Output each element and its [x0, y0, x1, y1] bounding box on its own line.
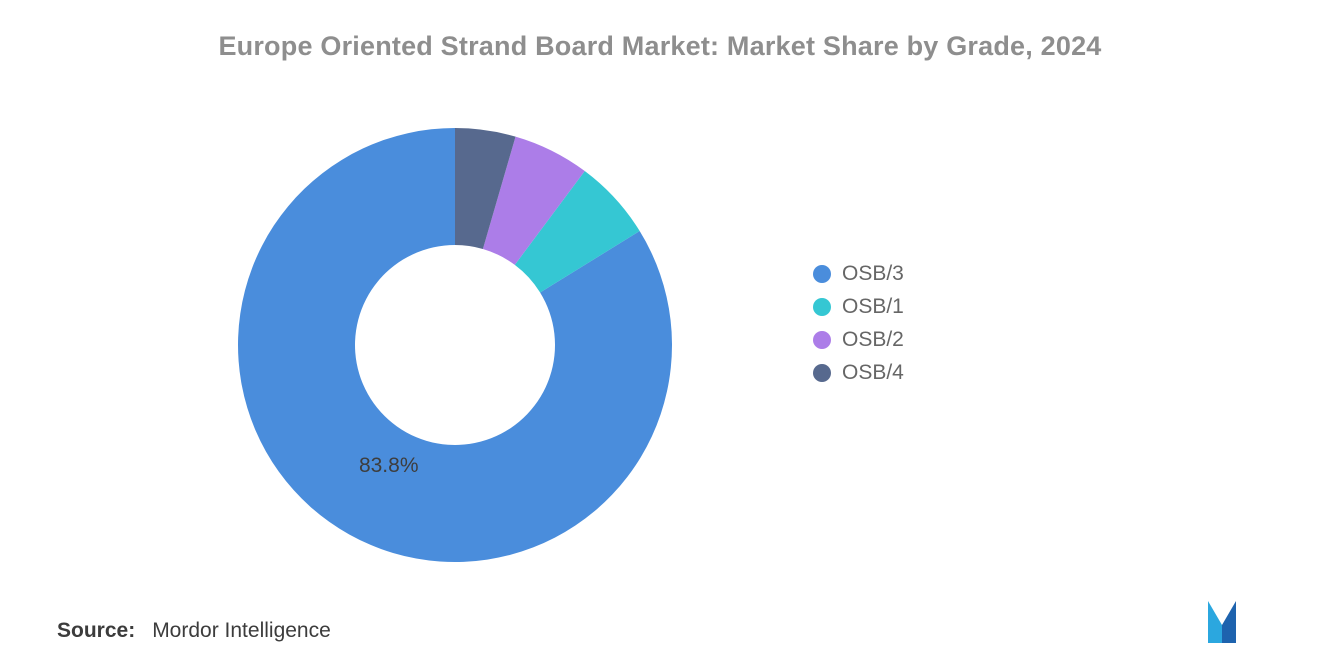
legend-item-osb1: OSB/1 — [813, 290, 904, 323]
legend-label: OSB/4 — [842, 360, 904, 384]
legend-swatch-icon — [813, 297, 831, 316]
legend-item-osb4: OSB/4 — [813, 356, 904, 389]
chart-legend: OSB/3 OSB/1 OSB/2 OSB/4 — [813, 257, 904, 389]
donut-segment-osb3 — [238, 128, 673, 562]
chart-title: Europe Oriented Strand Board Market: Mar… — [218, 31, 1102, 61]
donut-segment-osb1 — [514, 171, 640, 293]
source-line: Source: Mordor Intelligence — [57, 619, 331, 643]
source-text: Mordor Intelligence — [152, 619, 331, 642]
logo-left-stroke — [1208, 601, 1222, 643]
logo-right-stroke — [1222, 601, 1236, 643]
mordor-intelligence-logo — [1208, 601, 1236, 643]
legend-label: OSB/2 — [842, 327, 904, 351]
legend-swatch-icon — [813, 363, 831, 382]
donut-chart: 83.8% — [238, 128, 673, 562]
legend-label: OSB/1 — [842, 294, 904, 318]
legend-swatch-icon — [813, 264, 831, 283]
source-label: Source: — [57, 619, 136, 642]
donut-segment-osb4 — [455, 128, 516, 249]
legend-item-osb2: OSB/2 — [813, 323, 904, 356]
donut-segment-osb2 — [482, 136, 585, 265]
legend-swatch-icon — [813, 330, 831, 349]
legend-label: OSB/3 — [842, 261, 904, 285]
legend-item-osb3: OSB/3 — [813, 257, 904, 290]
slice-data-label-osb3: 83.8% — [359, 454, 419, 477]
